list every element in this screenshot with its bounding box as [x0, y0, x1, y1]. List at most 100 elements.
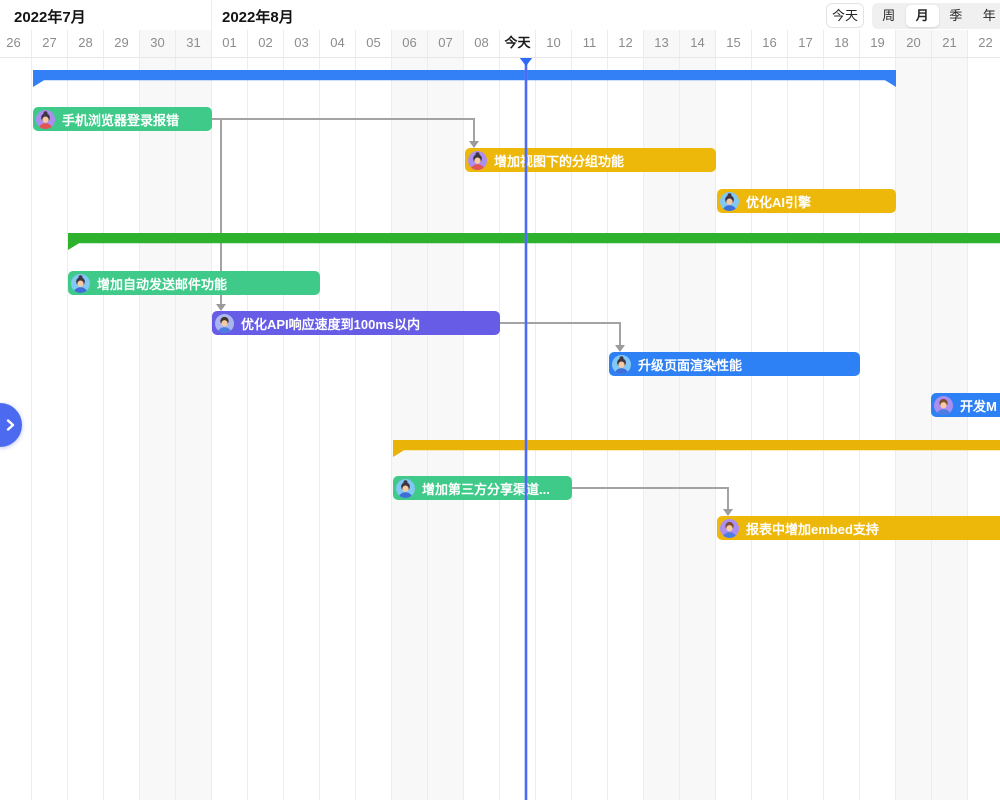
dependency-line — [473, 118, 475, 142]
day-column — [248, 57, 284, 800]
weekend-column — [176, 57, 212, 800]
day-cell: 29 — [104, 30, 140, 57]
month-row: 2022年7月 2022年8月 今天 周月季 年 — [0, 0, 1000, 31]
task-label: 优化API响应速度到100ms以内 — [241, 316, 421, 332]
task-label: 报表中增加embed支持 — [746, 521, 879, 537]
dependency-line — [220, 118, 222, 305]
day-column — [464, 57, 500, 800]
day-cell: 08 — [464, 30, 500, 57]
day-column — [104, 57, 140, 800]
day-cell: 13 — [644, 30, 680, 57]
expand-sidebar-button[interactable] — [0, 403, 22, 447]
day-cell: 30 — [140, 30, 176, 57]
view-option-年[interactable]: 年 — [982, 8, 996, 23]
assignee-avatar — [934, 395, 953, 415]
day-column — [500, 57, 536, 800]
day-cell: 12 — [608, 30, 644, 57]
task-label: 增加视图下的分组功能 — [494, 153, 625, 169]
gantt-chart-body: 手机浏览器登录报错 增加视图下的分组功能 优化AI引擎 增加自动发送邮件功能 优… — [0, 57, 1000, 800]
dependency-line — [500, 322, 621, 324]
day-cell: 04 — [320, 30, 356, 57]
task-label: 开发M — [960, 398, 997, 414]
task-label: 增加自动发送邮件功能 — [97, 276, 228, 292]
today-button[interactable]: 今天 — [826, 3, 864, 28]
day-column — [716, 57, 752, 800]
view-option-周[interactable]: 周 — [882, 8, 896, 23]
day-cell: 10 — [536, 30, 572, 57]
day-column — [608, 57, 644, 800]
day-cell: 11 — [572, 30, 608, 57]
day-cell: 21 — [932, 30, 968, 57]
task-bar[interactable]: 增加自动发送邮件功能 — [68, 271, 320, 295]
weekend-column — [896, 57, 932, 800]
dependency-line — [572, 487, 729, 489]
day-cell: 14 — [680, 30, 716, 57]
day-cell: 18 — [824, 30, 860, 57]
weekend-column — [428, 57, 464, 800]
task-bar[interactable]: 手机浏览器登录报错 — [33, 107, 212, 131]
day-column — [284, 57, 320, 800]
task-bar[interactable]: 升级页面渲染性能 — [609, 352, 860, 376]
day-column — [212, 57, 248, 800]
today-line — [525, 57, 527, 800]
day-columns — [0, 57, 1000, 800]
day-column — [860, 57, 896, 800]
task-bar[interactable]: 增加视图下的分组功能 — [465, 148, 716, 172]
assignee-avatar — [612, 354, 631, 374]
task-bar[interactable]: 开发M — [931, 393, 1000, 417]
task-bar[interactable]: 报表中增加embed支持 — [717, 516, 1000, 540]
day-column — [68, 57, 104, 800]
month-label-august: 2022年8月 — [222, 9, 294, 26]
task-label: 优化AI引擎 — [746, 194, 812, 210]
day-column — [356, 57, 392, 800]
assignee-avatar — [720, 518, 739, 538]
day-column — [824, 57, 860, 800]
day-column — [536, 57, 572, 800]
day-cell: 20 — [896, 30, 932, 57]
today-marker-icon — [519, 57, 533, 66]
assignee-avatar — [36, 109, 55, 129]
day-column — [320, 57, 356, 800]
assignee-avatar — [720, 191, 739, 211]
task-label: 增加第三方分享渠道... — [422, 481, 550, 497]
day-cell: 27 — [32, 30, 68, 57]
assignee-avatar — [215, 313, 234, 333]
weekend-column — [140, 57, 176, 800]
weekend-column — [932, 57, 968, 800]
dependency-line — [619, 322, 621, 346]
day-cell: 06 — [392, 30, 428, 57]
weekend-column — [644, 57, 680, 800]
task-bar[interactable]: 优化AI引擎 — [717, 189, 896, 213]
day-cell: 03 — [284, 30, 320, 57]
task-bar[interactable]: 优化API响应速度到100ms以内 — [212, 311, 500, 335]
dependency-arrow — [723, 509, 733, 516]
day-cell: 02 — [248, 30, 284, 57]
view-option-季[interactable]: 季 — [949, 8, 963, 23]
today-day-label: 今天 — [500, 30, 536, 57]
view-option-月[interactable]: 月 — [905, 5, 939, 27]
dependency-arrow — [615, 345, 625, 352]
day-column — [968, 57, 1000, 800]
timeline-header: 2022年7月 2022年8月 今天 周月季 年 26 27 28 29 30 31 01 02… — [0, 0, 1000, 58]
day-cell: 16 — [752, 30, 788, 57]
weekend-column — [680, 57, 716, 800]
assignee-avatar — [71, 273, 90, 293]
task-label: 手机浏览器登录报错 — [62, 112, 180, 128]
month-label-july: 2022年7月 — [14, 9, 86, 26]
day-cell: 17 — [788, 30, 824, 57]
day-cell: 05 — [356, 30, 392, 57]
assignee-avatar — [396, 478, 415, 498]
dependency-arrow — [469, 141, 479, 148]
dependency-arrow — [216, 304, 226, 311]
view-switcher: 周月季 年 — [872, 3, 1000, 29]
dependency-line — [727, 487, 729, 510]
assignee-avatar — [468, 150, 487, 170]
chevron-right-icon — [0, 416, 22, 434]
day-cell: 26 — [0, 30, 32, 57]
task-bar[interactable]: 增加第三方分享渠道... — [393, 476, 572, 500]
day-column — [572, 57, 608, 800]
month-separator — [211, 0, 212, 30]
day-column — [32, 57, 68, 800]
task-label: 升级页面渲染性能 — [638, 357, 743, 373]
